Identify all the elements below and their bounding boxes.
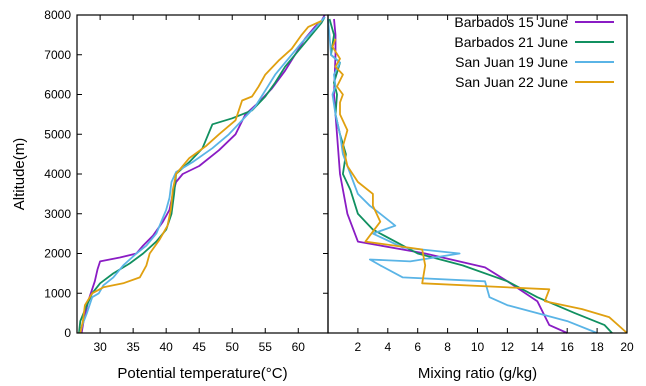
legend-label: San Juan 19 June [455, 54, 568, 70]
y-tick-label: 5000 [44, 127, 71, 141]
x-axis-label: Mixing ratio (g/kg) [418, 365, 537, 382]
x-tick-label: 8 [444, 340, 451, 354]
y-tick-label: 1000 [44, 286, 71, 300]
x-tick-label: 35 [126, 340, 140, 354]
y-axis-label: Altitude(m) [11, 138, 28, 211]
x-tick-label: 4 [384, 340, 391, 354]
x-tick-label: 20 [620, 340, 634, 354]
x-tick-label: 10 [471, 340, 485, 354]
y-tick-label: 2000 [44, 247, 71, 261]
x-tick-label: 12 [501, 340, 515, 354]
legend-label: San Juan 22 June [455, 74, 568, 90]
x-tick-label: 40 [159, 340, 173, 354]
legend-label: Barbados 15 June [454, 14, 568, 30]
legend: Barbados 15 June Barbados 21 June San Juan… [454, 14, 614, 90]
y-tick-label: 6000 [44, 88, 71, 102]
legend-label: Barbados 21 June [454, 34, 568, 50]
x-tick-label: 6 [414, 340, 421, 354]
y-tick-label: 0 [64, 326, 71, 340]
x-tick-label: 55 [259, 340, 273, 354]
x-tick-label: 60 [292, 340, 306, 354]
x-tick-label: 14 [531, 340, 545, 354]
y-tick-label: 3000 [44, 207, 71, 221]
y-tick-label: 4000 [44, 167, 71, 181]
y-tick-label: 7000 [44, 48, 71, 62]
right-panel: 2 4 6 8 10 12 14 16 18 20 Mixing ratio (g/kg) [328, 15, 634, 382]
x-tick-label: 2 [355, 340, 362, 354]
x-tick-label: 50 [226, 340, 240, 354]
x-axis-label: Potential temperature(°C) [117, 365, 287, 382]
x-tick-label: 16 [561, 340, 575, 354]
y-tick-label: 8000 [44, 8, 71, 22]
x-tick-label: 30 [93, 340, 107, 354]
x-tick-label: 45 [193, 340, 207, 354]
x-tick-label: 18 [590, 340, 604, 354]
left-panel: 30 35 40 45 50 55 60 0 1000 2000 3000 4000 5000 6000 7… [11, 8, 328, 382]
